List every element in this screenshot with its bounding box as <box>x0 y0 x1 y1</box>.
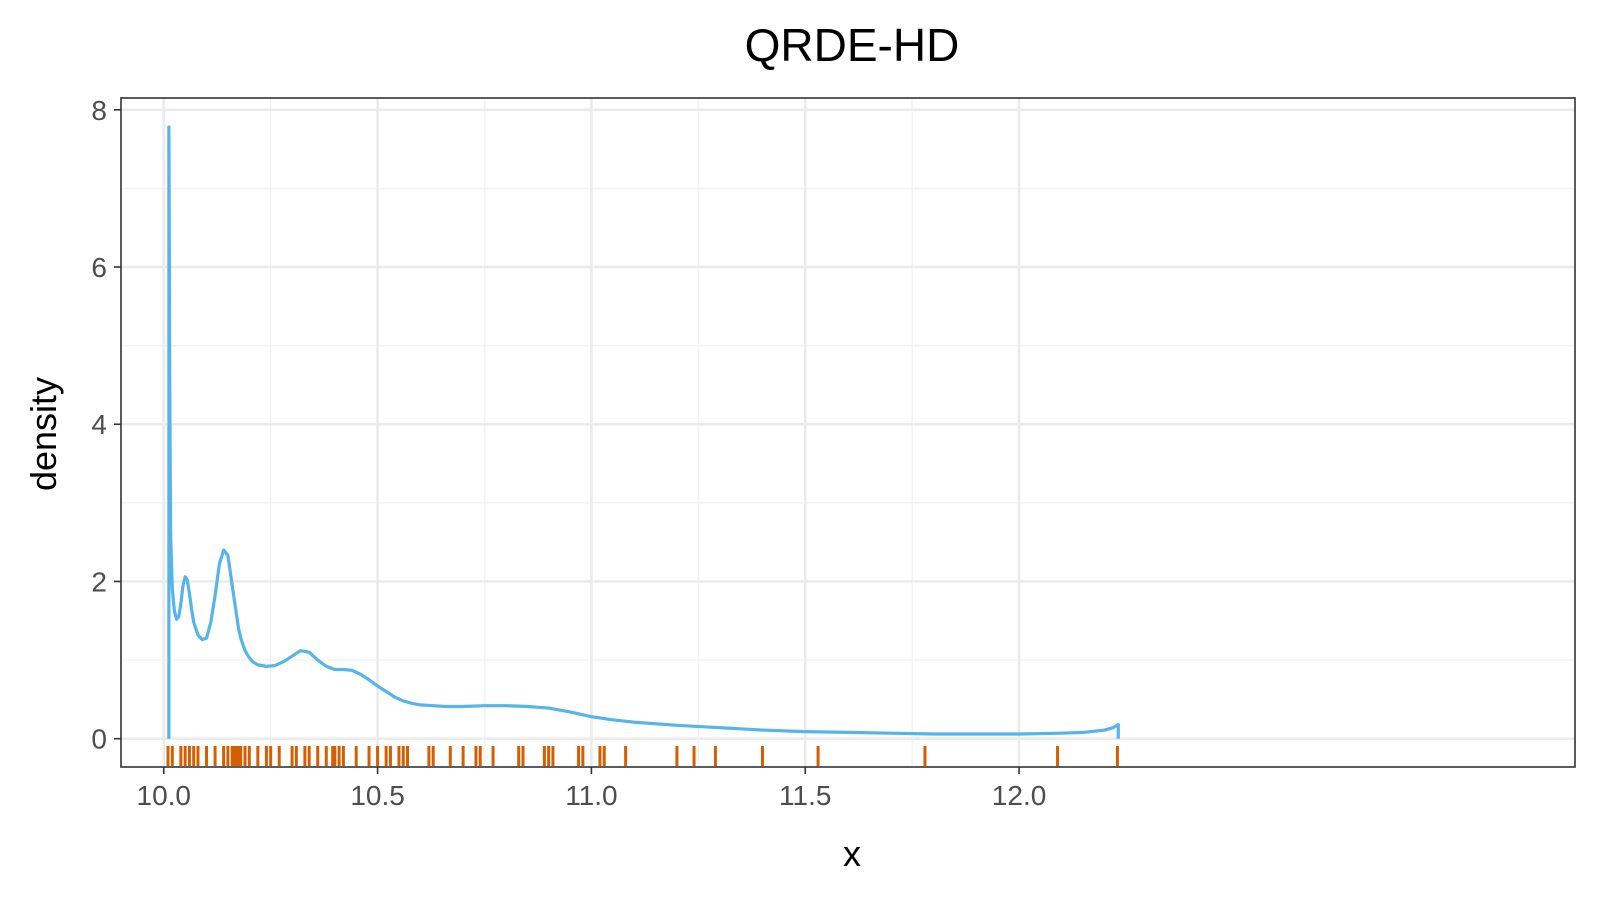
density-series <box>167 125 1120 739</box>
x-tick-label: 11.5 <box>779 780 831 811</box>
x-tick-label: 10.5 <box>350 780 405 811</box>
y-axis-title: density <box>23 377 64 491</box>
density-line <box>167 125 1120 739</box>
plot-panel-border <box>120 97 1576 768</box>
x-axis-title: x <box>843 833 861 874</box>
grid <box>121 98 1575 767</box>
x-tick-label: 12.0 <box>992 780 1047 811</box>
y-tick-label: 6 <box>91 252 107 283</box>
y-tick-label: 2 <box>91 566 107 597</box>
y-tick-label: 8 <box>91 95 107 126</box>
chart-title: QRDE-HD <box>745 19 960 71</box>
y-tick-label: 0 <box>91 724 107 755</box>
x-tick-label: 10.0 <box>137 780 192 811</box>
y-tick-label: 4 <box>91 409 107 440</box>
y-axis: 0 2 4 6 8 <box>91 95 121 755</box>
x-tick-label: 11.0 <box>565 780 617 811</box>
x-axis: 10.0 10.5 11.0 11.5 12.0 <box>137 767 1047 811</box>
rug-marks <box>166 746 1119 766</box>
